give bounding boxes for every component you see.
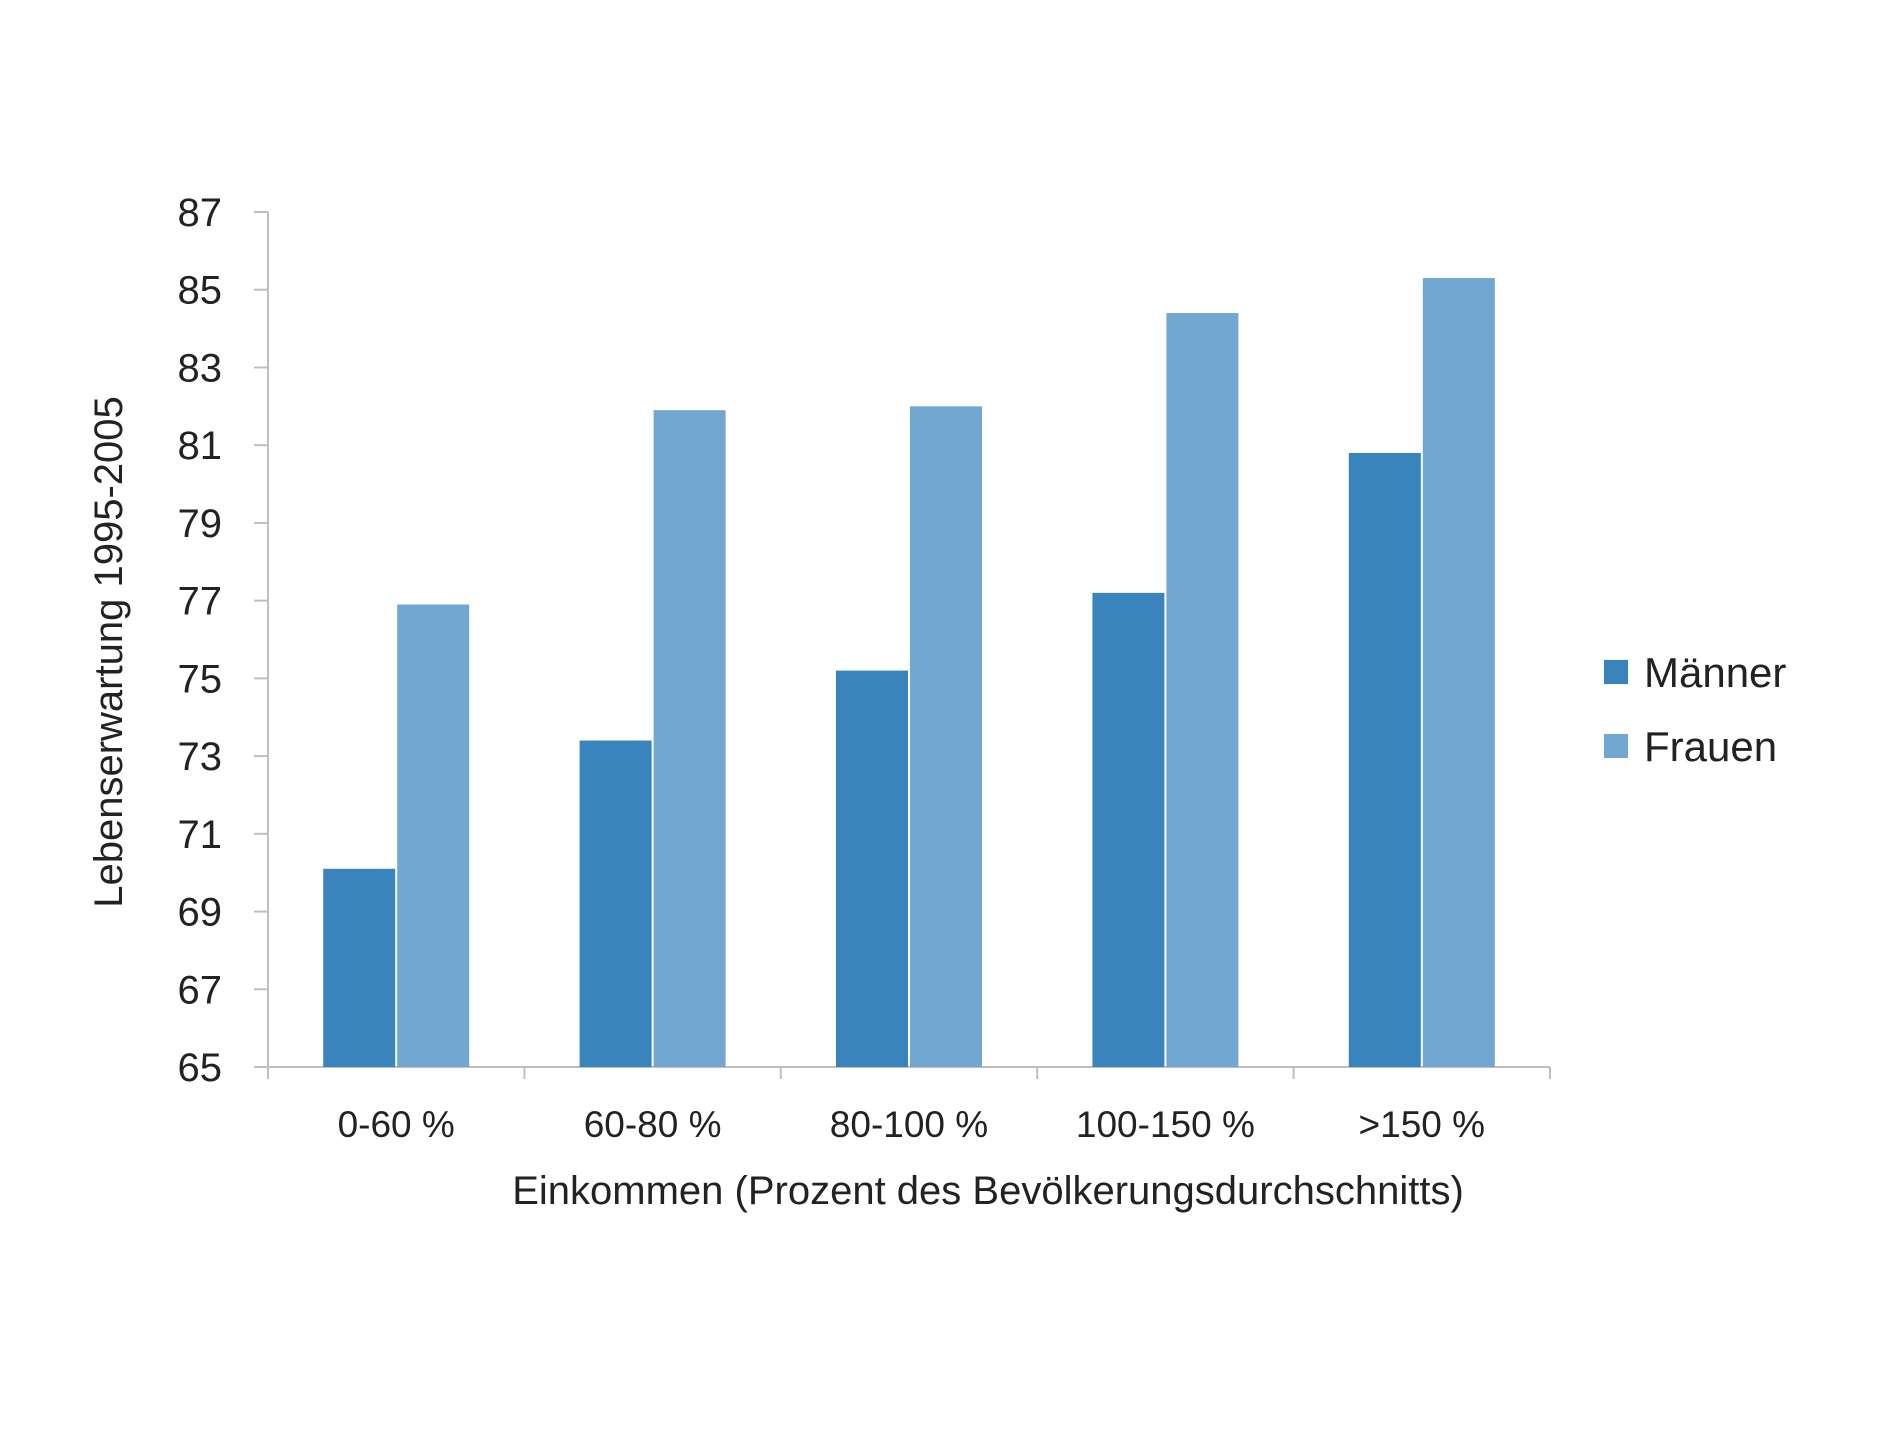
y-tick-label: 77 xyxy=(178,580,223,624)
bars xyxy=(323,278,1495,1068)
bar-maenner xyxy=(323,868,396,1067)
y-tick-label: 75 xyxy=(178,657,223,701)
bar-frauen xyxy=(397,604,470,1067)
x-tick-label: >150 % xyxy=(1359,1104,1486,1145)
y-tick-label: 85 xyxy=(178,269,223,313)
bar-frauen xyxy=(1422,278,1495,1067)
bar-frauen xyxy=(1166,313,1239,1068)
y-axis-title: Lebenserwartung 1995-2005 xyxy=(87,396,131,908)
bar-maenner xyxy=(1348,452,1421,1067)
x-tick-label: 100-150 % xyxy=(1076,1104,1255,1145)
legend-label: Männer xyxy=(1644,649,1786,696)
x-tick-label: 60-80 % xyxy=(584,1104,722,1145)
y-tick-label: 79 xyxy=(178,502,223,546)
y-tick-label: 65 xyxy=(178,1046,223,1090)
y-tick-label: 69 xyxy=(178,891,223,935)
y-tick-label: 81 xyxy=(178,424,223,468)
legend: Männer Frauen xyxy=(1604,649,1786,770)
x-axis: 0-60 % 60-80 % 80-100 % 100-150 % >150 % xyxy=(254,1066,1551,1145)
y-tick-label: 67 xyxy=(178,968,223,1012)
bar-frauen xyxy=(653,410,726,1067)
x-tick-label: 0-60 % xyxy=(338,1104,455,1145)
y-axis: 65 67 69 71 73 75 77 79 81 83 85 87 xyxy=(178,191,269,1090)
y-tick-label: 83 xyxy=(178,346,223,390)
bar-maenner xyxy=(579,740,652,1067)
y-tick-label: 71 xyxy=(178,813,223,857)
y-tick-label: 73 xyxy=(178,735,223,779)
legend-swatch xyxy=(1604,660,1628,684)
x-tick-label: 80-100 % xyxy=(830,1104,988,1145)
x-axis-title: Einkommen (Prozent des Bevölkerungsdurch… xyxy=(512,1169,1464,1213)
bar-maenner xyxy=(836,670,908,1067)
legend-swatch xyxy=(1604,734,1628,758)
bar-frauen xyxy=(910,406,982,1067)
legend-label: Frauen xyxy=(1644,723,1777,770)
bar-maenner xyxy=(1092,592,1165,1067)
y-tick-label: 87 xyxy=(178,191,223,235)
